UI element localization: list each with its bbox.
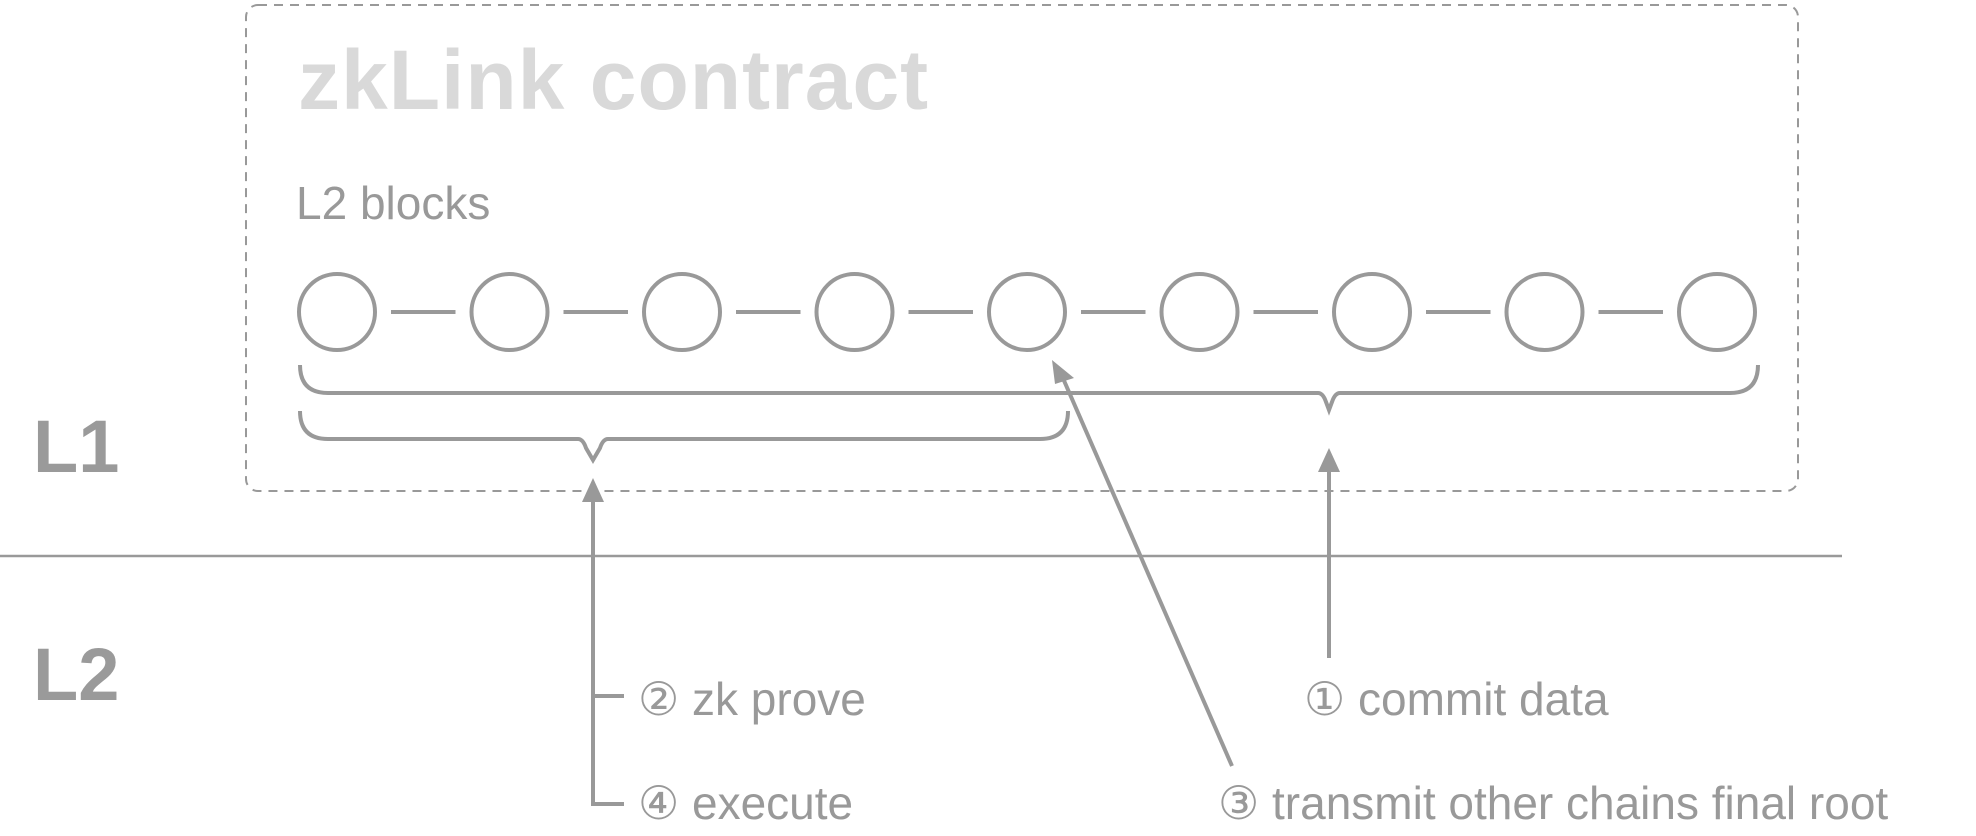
layer-label-l1: L1 [33, 405, 120, 488]
l2-block-chain [297, 272, 1757, 352]
l2-block-8 [1504, 272, 1585, 352]
l2-block-3 [642, 272, 722, 352]
transmit-arrow [1052, 360, 1234, 767]
l2-block-7 [1332, 272, 1412, 352]
l2-block-4 [814, 272, 895, 352]
l2-block-2 [469, 272, 550, 352]
layer-label-l2: L2 [33, 633, 120, 716]
contract-boundary [245, 4, 1799, 492]
prove-execute-arrow [582, 478, 624, 806]
l2-block-6 [1159, 272, 1240, 352]
step-prove-label: ② zk prove [638, 673, 866, 725]
step-transmit-label: ③ transmit other chains final root [1218, 777, 1889, 829]
contract-title: zkLink contract [298, 33, 930, 127]
prove-brace [298, 410, 1070, 464]
l2-block-1 [297, 272, 377, 352]
l2-block-5 [987, 272, 1067, 352]
step-execute-label: ④ execute [638, 777, 854, 829]
commit-arrow [1318, 448, 1340, 658]
l2-block-9 [1677, 272, 1757, 352]
blocks-label: L2 blocks [296, 177, 491, 229]
commit-brace [298, 364, 1760, 416]
step-commit-label: ① commit data [1304, 673, 1609, 725]
